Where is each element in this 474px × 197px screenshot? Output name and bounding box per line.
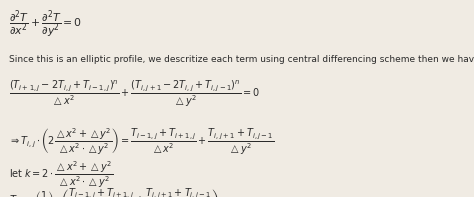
Text: $\mathrm{let}\; k = 2 \cdot \dfrac{\triangle x^2 + \triangle y^2}{\triangle x^2 : $\mathrm{let}\; k = 2 \cdot \dfrac{\tria…: [9, 160, 114, 190]
Text: $T_{i,j} = \left(\dfrac{1}{k}\right) \cdot \left(\dfrac{T_{i-1,j} + T_{i+1,j}}{\: $T_{i,j} = \left(\dfrac{1}{k}\right) \cd…: [9, 187, 220, 197]
Text: $\Rightarrow T_{i,j} \cdot \left(2\dfrac{\triangle x^2 + \triangle y^2}{\triangl: $\Rightarrow T_{i,j} \cdot \left(2\dfrac…: [9, 126, 275, 157]
Text: Since this is an elliptic profile, we descritize each term using central differe: Since this is an elliptic profile, we de…: [9, 55, 474, 64]
Text: $\dfrac{\left(T_{i+1,j} - 2T_{i,j} + T_{i-1,j}\right)^n}{\triangle x^2} + \dfrac: $\dfrac{\left(T_{i+1,j} - 2T_{i,j} + T_{…: [9, 79, 261, 109]
Text: $\dfrac{\partial^2 T}{\partial x^2} + \dfrac{\partial^2 T}{\partial y^2} = 0$: $\dfrac{\partial^2 T}{\partial x^2} + \d…: [9, 8, 82, 40]
